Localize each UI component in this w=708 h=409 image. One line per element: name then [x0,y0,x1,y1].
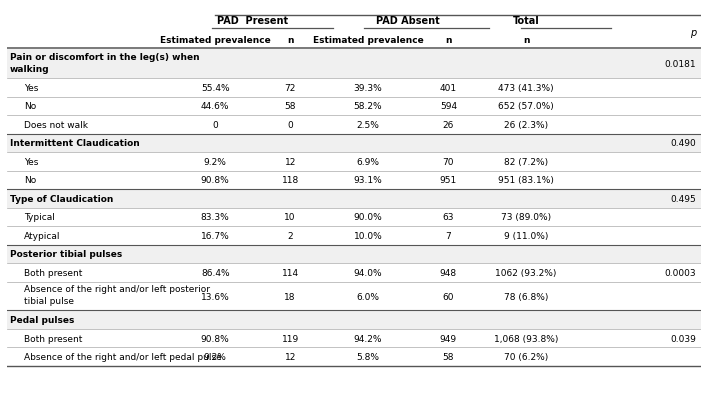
Text: 94.2%: 94.2% [353,334,382,343]
Text: Intermittent Claudication: Intermittent Claudication [10,139,139,148]
Text: 949: 949 [440,334,457,343]
Text: 70: 70 [442,157,454,166]
Text: Pedal pulses: Pedal pulses [10,315,74,324]
Text: 0: 0 [287,121,293,130]
Text: Yes: Yes [24,157,38,166]
Text: 0.490: 0.490 [670,139,696,148]
Text: 5.8%: 5.8% [356,352,379,361]
Text: Yes: Yes [24,84,38,93]
Text: 6.9%: 6.9% [356,157,379,166]
Text: 58: 58 [285,102,296,111]
Text: 118: 118 [282,176,299,185]
Text: 9 (11.0%): 9 (11.0%) [504,231,548,240]
Text: 44.6%: 44.6% [201,102,229,111]
Text: 0.0181: 0.0181 [664,60,696,69]
Text: 652 (57.0%): 652 (57.0%) [498,102,554,111]
Text: 951 (83.1%): 951 (83.1%) [498,176,554,185]
Text: 7: 7 [445,231,451,240]
Bar [7,311,701,329]
Text: 114: 114 [282,268,299,277]
Text: PAD  Present: PAD Present [217,16,288,26]
Text: 12: 12 [285,352,296,361]
Text: 0.495: 0.495 [670,194,696,203]
Text: Absence of the right and/or left pedal pulse: Absence of the right and/or left pedal p… [24,352,222,361]
Text: 73 (89.0%): 73 (89.0%) [501,213,551,222]
Text: Both present: Both present [24,268,82,277]
Text: Estimated prevalence: Estimated prevalence [160,36,270,45]
Text: Atypical: Atypical [24,231,60,240]
Text: 58.2%: 58.2% [353,102,382,111]
Text: 26: 26 [442,121,454,130]
Text: 1062 (93.2%): 1062 (93.2%) [496,268,556,277]
Bar [7,245,701,263]
Text: 473 (41.3%): 473 (41.3%) [498,84,554,93]
Text: 94.0%: 94.0% [353,268,382,277]
Text: 63: 63 [442,213,454,222]
Text: 10.0%: 10.0% [353,231,382,240]
Text: n: n [523,36,530,45]
Text: Typical: Typical [24,213,55,222]
Text: 26 (2.3%): 26 (2.3%) [504,121,548,130]
Text: Pain or discomfort in the leg(s) when
walking: Pain or discomfort in the leg(s) when wa… [10,53,200,73]
Text: 9.2%: 9.2% [204,157,227,166]
Text: 0: 0 [212,121,218,130]
Text: 55.4%: 55.4% [201,84,229,93]
Text: 948: 948 [440,268,457,277]
Text: 6.0%: 6.0% [356,292,379,301]
Text: 12: 12 [285,157,296,166]
Text: 82 (7.2%): 82 (7.2%) [504,157,548,166]
Text: 0.0003: 0.0003 [664,268,696,277]
Text: 401: 401 [440,84,457,93]
Text: 9.2%: 9.2% [204,352,227,361]
Text: 2: 2 [287,231,293,240]
Text: 83.3%: 83.3% [201,213,229,222]
Text: p: p [690,27,696,38]
Text: 10: 10 [285,213,296,222]
Text: 72: 72 [285,84,296,93]
Text: No: No [24,102,36,111]
Text: 58: 58 [442,352,454,361]
Text: 93.1%: 93.1% [353,176,382,185]
Text: Type of Claudication: Type of Claudication [10,194,113,203]
Text: 18: 18 [285,292,296,301]
Text: Estimated prevalence: Estimated prevalence [312,36,423,45]
Text: 60: 60 [442,292,454,301]
Text: 70 (6.2%): 70 (6.2%) [504,352,548,361]
Text: 90.0%: 90.0% [353,213,382,222]
Text: 2.5%: 2.5% [356,121,379,130]
Bar [7,50,701,79]
Text: 16.7%: 16.7% [201,231,229,240]
Text: 78 (6.8%): 78 (6.8%) [504,292,548,301]
Text: 119: 119 [282,334,299,343]
Text: No: No [24,176,36,185]
Text: 90.8%: 90.8% [201,176,229,185]
Bar [7,190,701,208]
Text: Total: Total [513,16,539,26]
Text: 90.8%: 90.8% [201,334,229,343]
Text: 86.4%: 86.4% [201,268,229,277]
Text: 13.6%: 13.6% [201,292,229,301]
Text: 594: 594 [440,102,457,111]
Text: 1,068 (93.8%): 1,068 (93.8%) [494,334,559,343]
Text: 951: 951 [440,176,457,185]
Text: PAD Absent: PAD Absent [376,16,440,26]
Text: Does not walk: Does not walk [24,121,88,130]
Text: n: n [287,36,293,45]
Text: 0.039: 0.039 [670,334,696,343]
Text: 39.3%: 39.3% [353,84,382,93]
Text: Posterior tibial pulses: Posterior tibial pulses [10,250,122,258]
Text: Both present: Both present [24,334,82,343]
Bar [7,135,701,153]
Text: Absence of the right and/or left posterior
tibial pulse: Absence of the right and/or left posteri… [24,284,210,305]
Text: n: n [445,36,452,45]
